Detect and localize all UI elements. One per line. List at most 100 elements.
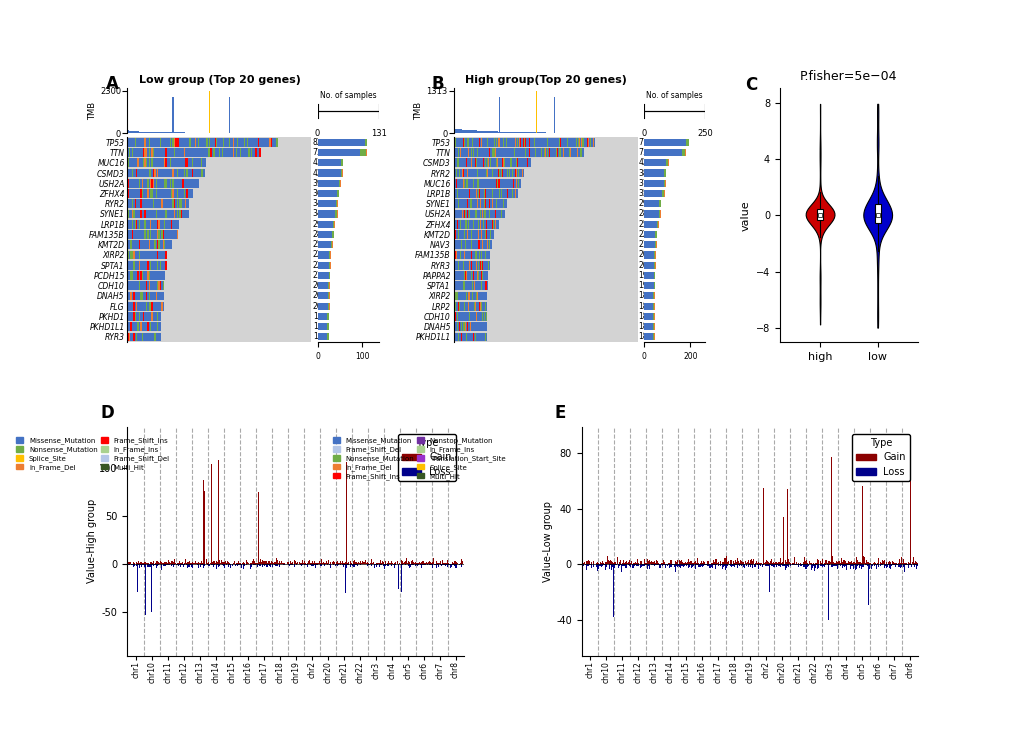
Bar [128,158,130,167]
Bar [140,292,142,300]
Bar [179,200,180,208]
Bar [138,220,139,228]
Bar [133,332,135,341]
Text: 19%: 19% [638,282,654,290]
Bar [136,189,138,198]
Bar [146,220,147,228]
Bar [161,292,162,300]
Bar [187,189,190,198]
Bar [171,179,172,188]
Bar [220,138,221,147]
Bar [190,179,191,188]
Bar [221,138,223,147]
Bar [231,148,232,157]
Bar [154,148,156,157]
Bar [160,209,161,218]
Bar [139,209,140,218]
Bar [156,179,157,188]
Bar [317,139,365,146]
Bar [162,261,164,270]
Bar [243,138,244,147]
Bar [145,209,146,218]
Bar [133,131,135,133]
Bar [127,261,128,270]
Bar [138,292,139,300]
Bar [643,303,652,310]
Bar [138,312,139,321]
Bar [128,158,312,167]
Bar [133,189,135,198]
Bar [139,271,140,280]
Bar [128,301,312,310]
Bar [151,271,153,280]
Bar [158,220,160,228]
Bar [161,209,162,218]
Bar [337,190,338,197]
Bar [145,312,146,321]
Bar [167,169,168,178]
Bar [162,240,164,249]
Bar [150,292,151,300]
Bar [643,190,661,197]
Bar [187,138,190,147]
Bar [153,332,154,341]
Bar [209,148,210,157]
Bar [153,312,154,321]
Bar [168,230,169,239]
Bar [164,179,165,188]
Bar [654,241,655,248]
Bar [138,148,139,157]
Bar [136,292,138,300]
Bar [217,148,218,157]
Bar [162,148,164,157]
Bar [138,271,139,280]
Bar [130,220,131,228]
Bar [184,169,186,178]
Bar [158,189,160,198]
Bar [135,209,136,218]
Bar [131,301,133,310]
Bar [172,148,173,157]
Bar [142,220,143,228]
Bar [149,230,150,239]
Bar [154,282,156,290]
Bar [151,230,153,239]
Bar [138,138,139,147]
Bar [143,158,145,167]
Bar [186,209,187,218]
Bar [658,210,659,217]
Bar [154,251,156,259]
Bar [149,158,150,167]
Text: 73%: 73% [313,148,329,157]
Bar [248,138,250,147]
Bar [178,220,179,228]
Bar [128,271,312,280]
Bar [130,200,131,208]
Bar [138,230,139,239]
Bar [317,312,327,320]
Title: P.fisher=5e−04: P.fisher=5e−04 [799,70,897,83]
Bar [140,148,142,157]
Text: 18%: 18% [638,291,654,301]
Bar [643,251,653,259]
Bar [250,138,251,147]
Bar [192,169,194,178]
Bar [140,209,142,218]
Bar [160,282,161,290]
Bar [142,292,143,300]
Bar [164,220,165,228]
Bar [143,209,145,218]
Bar [127,322,128,331]
Bar [140,158,142,167]
Bar [255,148,257,157]
Bar [340,170,341,177]
Bar [160,271,161,280]
Bar [158,138,160,147]
Bar [453,312,637,321]
Bar [147,169,149,178]
Text: 19%: 19% [313,322,329,331]
Bar [195,179,196,188]
Text: 36%: 36% [313,189,329,198]
Bar [154,189,156,198]
Bar [139,312,140,321]
